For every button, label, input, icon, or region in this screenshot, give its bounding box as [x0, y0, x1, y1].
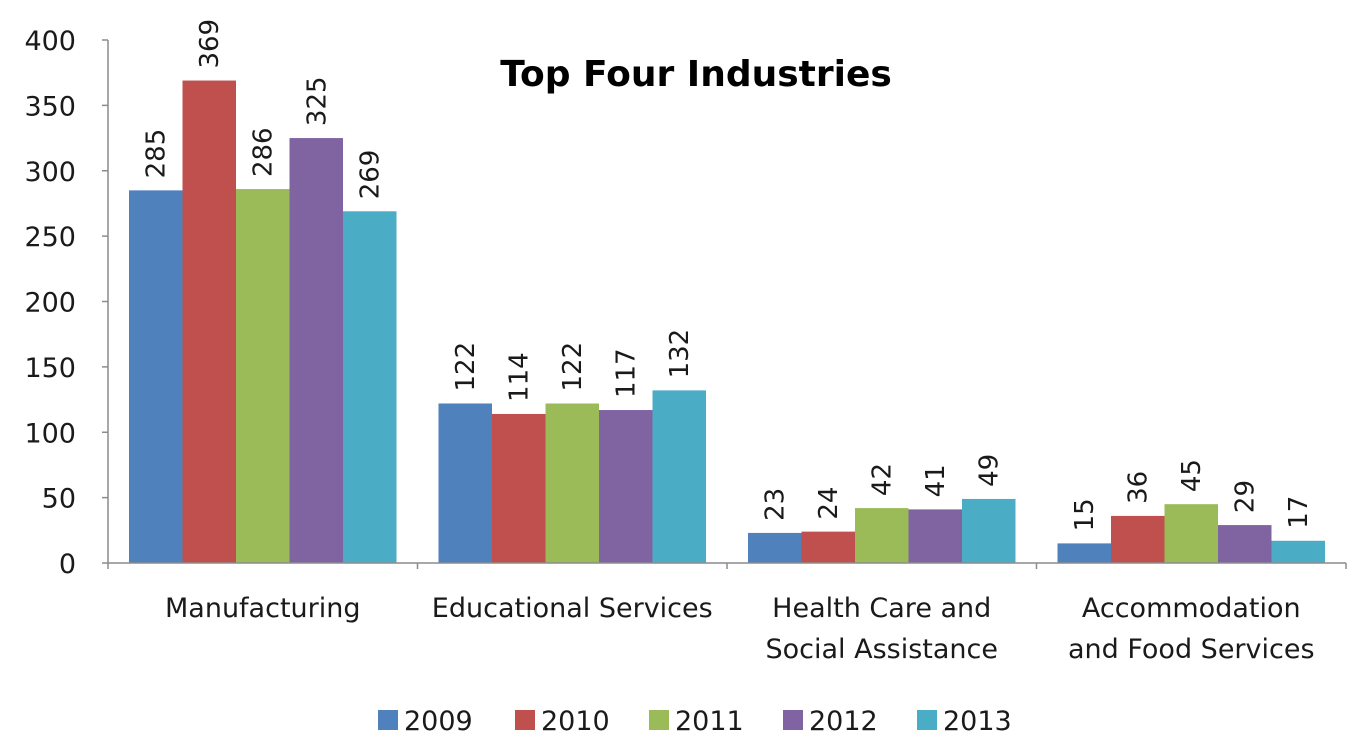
bar	[1218, 525, 1272, 563]
bar	[343, 211, 397, 563]
data-label: 29	[1231, 480, 1261, 513]
category-label: Educational Services	[432, 593, 713, 624]
bars	[129, 80, 1325, 564]
bar	[748, 532, 802, 563]
data-label: 23	[761, 488, 791, 521]
bar	[438, 403, 492, 563]
data-label: 369	[195, 19, 225, 69]
legend-label: 2011	[675, 706, 744, 737]
y-tick-label: 400	[24, 26, 76, 57]
y-tick-label: 250	[24, 222, 76, 253]
bar	[908, 509, 962, 563]
data-label: 41	[921, 464, 951, 497]
data-label: 269	[356, 150, 386, 200]
data-label: 122	[451, 342, 481, 392]
data-label: 285	[142, 129, 172, 179]
category-label: Health Care and	[772, 593, 991, 624]
legend-label: 2010	[541, 706, 610, 737]
legend-label: 2012	[809, 706, 878, 737]
legend-label: 2013	[943, 706, 1012, 737]
category-label: Manufacturing	[165, 593, 361, 624]
bar	[1111, 515, 1165, 563]
bar	[599, 410, 653, 563]
legend-swatch	[649, 710, 669, 730]
legend-swatch	[917, 710, 937, 730]
bar	[182, 80, 236, 563]
bar	[1057, 543, 1111, 563]
data-label: 286	[249, 127, 279, 177]
bar	[492, 413, 546, 563]
data-label: 45	[1177, 459, 1207, 492]
legend: 2009 2010 2011 2012 2013	[378, 706, 1012, 737]
data-label: 17	[1284, 496, 1314, 529]
legend-swatch	[378, 710, 398, 730]
y-tick-label: 300	[24, 157, 76, 188]
category-labels: Manufacturing Educational Services Health …	[165, 593, 1315, 665]
category-label: Accommodation	[1082, 593, 1301, 624]
bar	[545, 403, 599, 563]
data-label: 325	[302, 76, 332, 126]
legend-swatch	[783, 710, 803, 730]
legend-label: 2009	[404, 706, 473, 737]
y-tick-label: 0	[59, 549, 76, 580]
bar	[962, 498, 1016, 563]
data-label: 122	[558, 342, 588, 392]
bar	[289, 138, 343, 563]
bar	[801, 531, 855, 563]
bar	[236, 189, 290, 563]
category-label: Social Assistance	[765, 634, 998, 665]
y-axis-ticks: 0 50 100 150 200 250 300 350 400	[24, 26, 1347, 580]
bar	[1271, 540, 1325, 563]
data-label: 24	[814, 487, 844, 520]
y-tick-label: 50	[42, 484, 76, 515]
chart-title: Top Four Industries	[500, 54, 892, 95]
y-tick-label: 350	[24, 91, 76, 122]
category-label: and Food Services	[1068, 634, 1315, 665]
bar	[652, 390, 706, 563]
data-label: 42	[868, 463, 898, 496]
y-tick-label: 200	[24, 288, 76, 319]
data-labels: 285 369 286 325 269 122 114 122 117 132 23 24 42 41 49…	[142, 19, 1315, 531]
data-label: 49	[975, 454, 1005, 487]
data-label: 117	[612, 348, 642, 398]
legend-swatch	[515, 710, 535, 730]
y-tick-label: 150	[24, 353, 76, 384]
bar	[855, 508, 909, 563]
y-tick-label: 100	[24, 418, 76, 449]
bar	[129, 190, 183, 564]
data-label: 36	[1124, 471, 1154, 504]
data-label: 132	[665, 329, 695, 379]
bar	[1164, 504, 1218, 563]
data-label: 114	[505, 352, 535, 402]
data-label: 15	[1070, 498, 1100, 531]
